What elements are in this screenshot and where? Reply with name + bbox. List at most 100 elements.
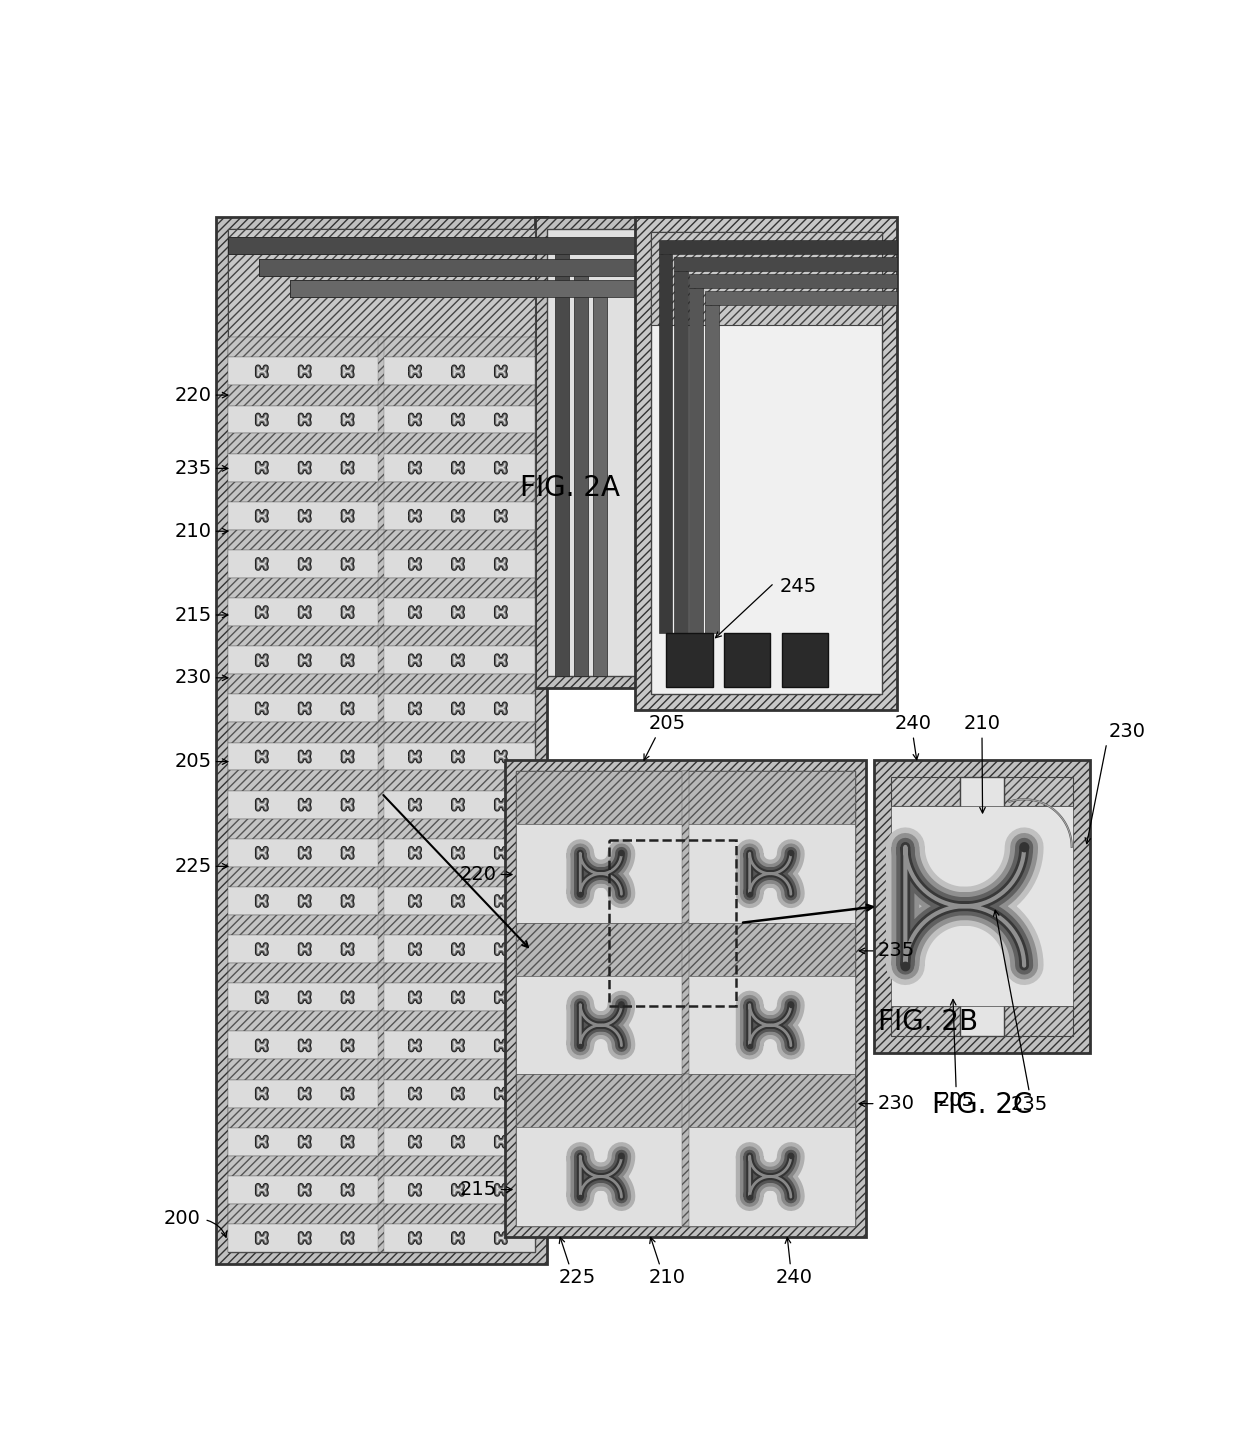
Text: 220: 220 [175,386,212,405]
Bar [516,1127,854,1226]
Bar [505,760,867,1238]
Text: 235: 235 [878,942,915,961]
Bar [609,840,737,1006]
Bar [892,1006,960,1035]
Text: 215: 215 [175,606,212,625]
Bar [378,722,384,770]
Bar [290,280,676,297]
Bar [228,230,534,338]
Bar [228,1108,534,1128]
Bar [378,914,384,962]
Bar [516,772,854,824]
Bar [378,674,384,722]
Bar [228,598,534,626]
Bar [547,230,676,676]
Bar [228,357,534,386]
Bar [228,1079,534,1108]
Bar [378,1060,384,1108]
Bar [378,386,384,434]
Bar [378,626,384,674]
Bar [228,839,534,866]
Bar [378,1108,384,1156]
Bar [228,530,534,550]
Bar [228,406,534,434]
Bar [378,1156,384,1204]
Bar [228,626,534,646]
Bar [228,338,534,357]
Text: 235: 235 [175,459,212,478]
Text: 240: 240 [776,1268,812,1287]
Bar [378,866,384,914]
Text: 210: 210 [175,521,212,540]
Bar [228,237,534,253]
Text: FIG. 2A: FIG. 2A [520,475,620,502]
Bar [228,482,534,502]
Bar [1004,1006,1073,1035]
Bar [228,791,534,818]
Bar [228,1012,534,1031]
Bar [228,578,534,598]
Bar [228,935,534,962]
Bar [651,233,882,695]
Bar [516,772,854,1226]
Text: 205: 205 [175,753,212,772]
Bar [228,818,534,839]
Bar [682,772,689,923]
Bar [228,1031,534,1060]
Bar [228,1176,534,1204]
Bar [675,258,898,271]
Bar [216,217,547,1264]
Bar [228,502,534,530]
Bar [228,962,534,983]
Bar [228,914,534,935]
Bar [228,1156,534,1176]
Text: 230: 230 [878,1093,915,1114]
Text: 220: 220 [460,865,497,884]
Bar [781,633,828,687]
Bar [516,1075,854,1127]
Bar [259,259,534,275]
Bar [228,866,534,887]
Text: 230: 230 [175,668,212,687]
Bar [554,253,568,676]
Bar [228,386,534,406]
Bar [689,288,703,633]
Bar [290,280,534,297]
Bar [689,274,898,288]
Bar [259,259,676,275]
Bar [378,770,384,818]
Bar [378,818,384,866]
Text: 215: 215 [460,1179,497,1200]
Bar [960,778,1004,1035]
Text: 245: 245 [780,577,817,596]
Bar [228,237,676,253]
Text: FIG. 2B: FIG. 2B [878,1009,978,1037]
Bar [574,275,588,676]
Bar [892,807,1073,1006]
Bar [378,1204,384,1252]
Bar [228,1060,534,1079]
Bar [675,271,688,633]
Bar [516,976,854,1075]
Bar [874,760,1090,1053]
Bar [724,633,770,687]
Bar [228,454,534,482]
Bar [228,770,534,791]
Bar [378,578,384,626]
Bar [228,722,534,743]
Bar [228,887,534,914]
Bar [378,530,384,578]
Bar [516,824,854,923]
Bar [892,778,960,807]
Bar [1004,778,1073,807]
Bar [378,482,384,530]
Bar [704,304,719,633]
Bar [378,962,384,1012]
Bar [228,1128,534,1156]
Text: FIG. 2C: FIG. 2C [931,1091,1032,1120]
Text: 230: 230 [1109,722,1146,741]
Bar [228,983,534,1012]
Text: 205: 205 [649,713,686,732]
Bar [228,1224,534,1252]
Text: 225: 225 [558,1268,595,1287]
